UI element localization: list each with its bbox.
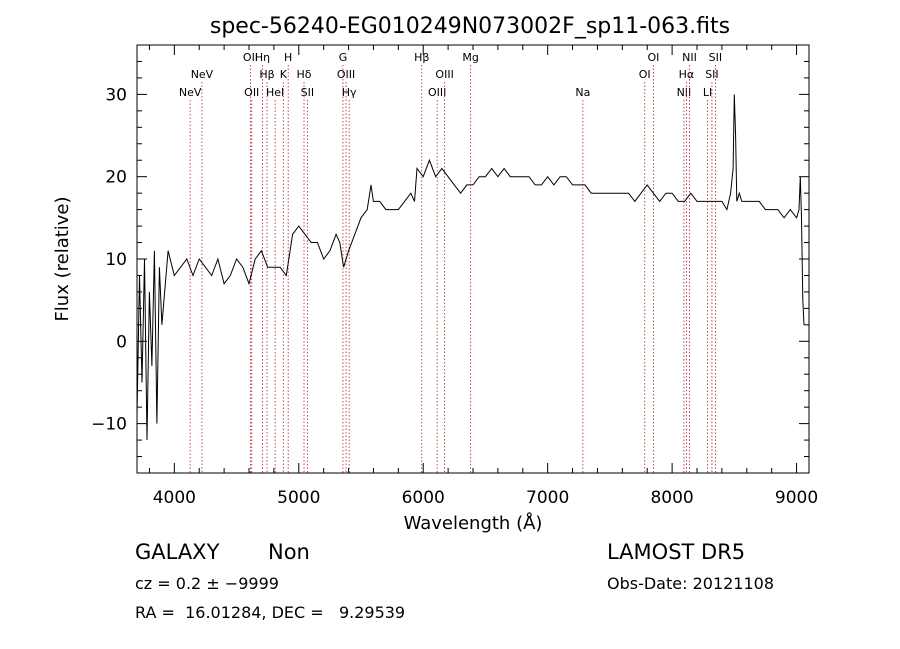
marker-label: OIII (435, 68, 453, 81)
y-tick-label: 20 (105, 168, 127, 188)
x-tick-label: 6000 (402, 488, 445, 508)
spectrum-series (136, 94, 805, 441)
y-axis: −10 0 10 20 30 (91, 44, 809, 458)
plot-frame (136, 44, 810, 474)
marker-label: OI (647, 51, 659, 64)
y-tick-label: 10 (105, 250, 127, 270)
x-axis: 4000 5000 6000 7000 8000 9000 (148, 45, 818, 508)
marker-label: HeI (266, 86, 284, 99)
marker-label: Hγ (342, 86, 357, 99)
coordinates: RA = 16.01284, DEC = 9.29539 (135, 603, 406, 622)
marker-label: SII (301, 86, 314, 99)
marker-label: Hβ (259, 68, 274, 81)
y-tick-label: −10 (91, 415, 127, 435)
marker-label: Hδ (296, 68, 311, 81)
marker-label: NeV (191, 68, 214, 81)
marker-label: LI (703, 86, 712, 99)
marker-label: Hη (255, 51, 270, 64)
marker-label: H (284, 51, 292, 64)
line-markers: NeVNeVOIIOIIHηHβHeIKHHδSIIGOIIIHγHβOIIIO… (179, 51, 722, 473)
x-tick-label: 7000 (526, 488, 569, 508)
marker-label: K (280, 68, 288, 81)
marker-label: Na (575, 86, 590, 99)
marker-label: NeV (179, 86, 202, 99)
marker-label: OII (243, 51, 258, 64)
marker-label: Hβ (414, 51, 429, 64)
marker-label: SII (705, 68, 718, 81)
survey-name: LAMOST DR5 (607, 540, 746, 564)
x-tick-label: 9000 (775, 488, 818, 508)
marker-label: G (339, 51, 348, 64)
y-axis-label: Flux (relative) (52, 196, 73, 321)
marker-label: OIII (337, 68, 355, 81)
marker-label: SII (709, 51, 722, 64)
marker-label: NII (677, 86, 692, 99)
x-tick-label: 5000 (277, 488, 320, 508)
x-tick-label: 8000 (650, 488, 693, 508)
y-tick-label: 0 (116, 332, 127, 352)
obs-date: Obs-Date: 20121108 (607, 574, 775, 593)
marker-label: OIII (428, 86, 446, 99)
marker-label: OII (244, 86, 259, 99)
marker-label: Hα (679, 68, 695, 81)
spectrum-line (136, 94, 805, 441)
object-class: GALAXY (135, 540, 220, 564)
x-axis-label: Wavelength (Å) (404, 512, 543, 534)
cz-value: cz = 0.2 ± −9999 (135, 574, 279, 593)
x-tick-label: 4000 (153, 488, 196, 508)
y-tick-label: 30 (105, 85, 127, 105)
marker-label: OI (639, 68, 651, 81)
object-subclass: Non (268, 540, 310, 564)
chart-title: spec-56240-EG010249N073002F_sp11-063.fit… (210, 14, 730, 39)
marker-label: Mg (462, 51, 478, 64)
marker-label: NII (682, 51, 697, 64)
